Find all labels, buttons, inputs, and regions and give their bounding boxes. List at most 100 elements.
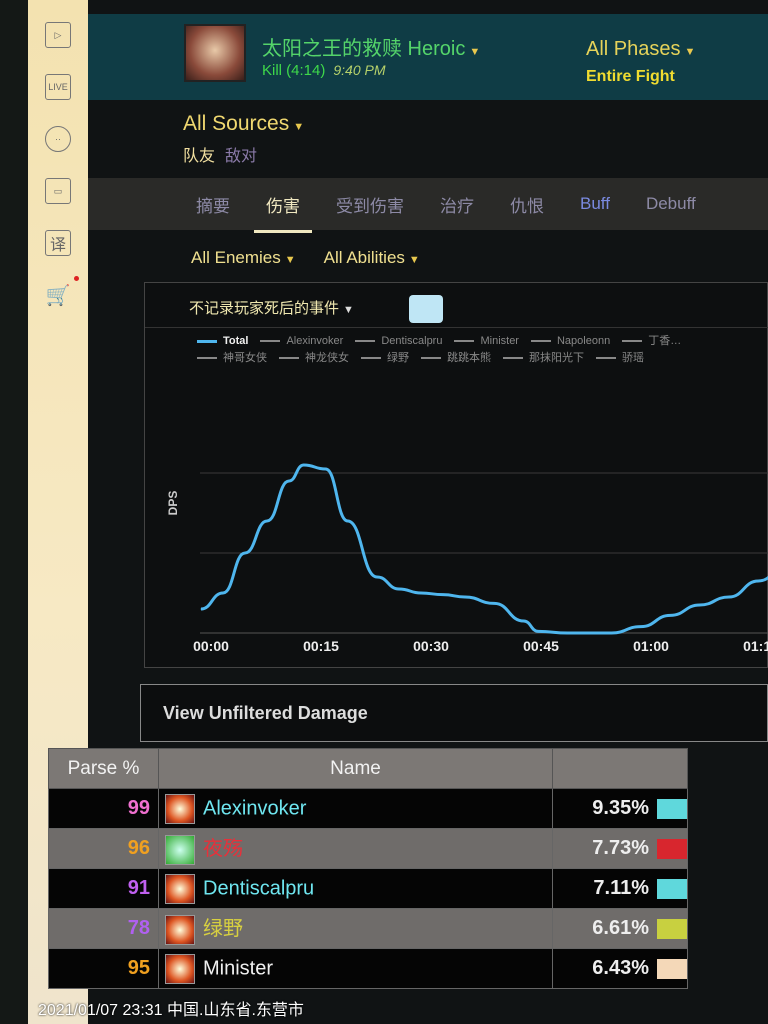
legend-item[interactable]: 跳跳本熊: [421, 350, 491, 367]
video-icon[interactable]: ▷: [45, 22, 71, 48]
legend-item[interactable]: 骄瑶: [596, 350, 644, 367]
legend-item[interactable]: Napoleonn: [530, 333, 610, 350]
data-point[interactable]: [442, 594, 444, 596]
death-filter-dropdown[interactable]: 不记录玩家死后的事件 ▼: [189, 297, 354, 318]
y-axis-label: DPS: [166, 491, 180, 516]
tab-healing[interactable]: 治疗: [440, 196, 474, 216]
data-point[interactable]: [728, 596, 730, 598]
chart-legend: Total Alexinvoker Dentiscalpru Minister Napo…: [197, 333, 767, 367]
legend-item[interactable]: Dentiscalpru: [355, 333, 442, 350]
percent-cell: 7.11%: [552, 868, 688, 909]
data-point[interactable]: [537, 630, 539, 632]
source-selector[interactable]: All Sources ▼: [183, 112, 304, 136]
tab-debuffs[interactable]: Debuff: [645, 194, 696, 213]
data-point[interactable]: [325, 468, 327, 470]
legend-line: [355, 340, 376, 343]
data-point[interactable]: [200, 608, 202, 610]
player-name[interactable]: Minister: [203, 956, 274, 979]
chart-plot: DPS 00:00 00:15 00:30 00:45 01:00 01:15: [166, 463, 768, 654]
legend-label: 骄瑶: [622, 352, 644, 364]
data-point[interactable]: [288, 480, 290, 482]
legend-item[interactable]: 那抹阳光下: [503, 350, 584, 367]
player-name[interactable]: 绿野: [203, 918, 243, 941]
damage-bar: [657, 878, 687, 899]
data-point[interactable]: [222, 592, 224, 594]
legend-line: [622, 340, 643, 343]
fight-title: 太阳之王的救赎 Heroic: [262, 38, 466, 60]
tab-damage-taken[interactable]: 受到伤害: [336, 196, 404, 216]
tab-damage-done[interactable]: 伤害: [254, 192, 312, 233]
data-point[interactable]: [523, 620, 525, 622]
data-point[interactable]: [420, 592, 422, 594]
abilities-label: All Abilities: [323, 248, 405, 267]
legend-line: [197, 357, 217, 360]
legend-label: 丁香…: [648, 335, 682, 347]
data-point[interactable]: [398, 588, 400, 590]
player-name[interactable]: Dentiscalpru: [203, 876, 315, 899]
table-row[interactable]: 96 夜殇 7.73%: [48, 828, 688, 869]
abilities-filter[interactable]: All Abilities ▼: [324, 248, 420, 268]
data-point[interactable]: [266, 520, 268, 522]
enemies-filter[interactable]: All Enemies ▼: [191, 248, 296, 268]
cart-icon[interactable]: 🛒: [45, 276, 79, 308]
color-swatch[interactable]: [409, 295, 443, 323]
caret-down-icon: ▼: [284, 254, 296, 266]
data-point[interactable]: [464, 596, 466, 598]
tab-summary[interactable]: 摘要: [196, 196, 230, 216]
data-point[interactable]: [611, 632, 613, 634]
friendly-link[interactable]: 队友: [183, 148, 216, 165]
legend-line: [454, 340, 475, 343]
data-point[interactable]: [640, 626, 642, 628]
boss-avatar: [184, 24, 246, 82]
caret-down-icon: ▼: [684, 46, 696, 58]
data-point[interactable]: [303, 464, 305, 466]
data-point[interactable]: [347, 520, 349, 522]
data-point[interactable]: [669, 614, 671, 616]
legend-line: [596, 357, 616, 360]
damage-percent: 6.61%: [592, 917, 649, 939]
header-name[interactable]: Name: [158, 748, 553, 789]
damage-percent: 7.73%: [592, 837, 649, 859]
header-amount[interactable]: [552, 748, 688, 789]
damage-percent: 7.11%: [593, 877, 649, 899]
live-icon[interactable]: LIVE: [45, 74, 71, 100]
fight-selector[interactable]: 太阳之王的救赎 Heroic ▼: [262, 32, 480, 61]
legend-item[interactable]: Total: [197, 333, 248, 350]
damage-percent: 6.43%: [592, 957, 649, 979]
name-cell: Alexinvoker: [158, 788, 553, 829]
legend-item[interactable]: 绿野: [361, 350, 409, 367]
tab-buffs[interactable]: Buff: [580, 194, 610, 213]
data-point[interactable]: [757, 580, 759, 582]
percent-cell: 9.35%: [552, 788, 688, 829]
data-point[interactable]: [376, 576, 378, 578]
caret-down-icon: ▼: [293, 121, 305, 133]
legend-item[interactable]: 神龙侠女: [279, 350, 349, 367]
tab-threat[interactable]: 仇恨: [510, 196, 544, 216]
data-point[interactable]: [493, 602, 495, 604]
table-row[interactable]: 91 Dentiscalpru 7.11%: [48, 868, 688, 909]
table-row[interactable]: 95 Minister 6.43%: [48, 948, 688, 989]
parse-cell: 99: [48, 788, 159, 829]
translate-icon[interactable]: 译: [45, 230, 71, 256]
legend-item[interactable]: Minister: [454, 333, 519, 350]
legend-item[interactable]: 丁香…: [622, 333, 681, 350]
chat-icon[interactable]: ··: [45, 126, 71, 152]
view-unfiltered-damage-button[interactable]: View Unfiltered Damage: [140, 684, 768, 742]
x-tick-label: 01:00: [633, 638, 669, 654]
briefcase-icon[interactable]: ▭: [45, 178, 71, 204]
data-point[interactable]: [244, 552, 246, 554]
legend-item[interactable]: Alexinvoker: [260, 333, 343, 350]
legend-line: [361, 357, 381, 360]
hostile-link[interactable]: 敌对: [225, 148, 258, 165]
phase-selector[interactable]: All Phases ▼: [586, 38, 695, 61]
legend-label: 神哥女侠: [223, 352, 267, 364]
data-point[interactable]: [699, 604, 701, 606]
legend-item[interactable]: 神哥女侠: [197, 350, 267, 367]
data-point[interactable]: [567, 632, 569, 634]
player-name[interactable]: 夜殇: [203, 838, 243, 861]
legend-label: Alexinvoker: [286, 335, 344, 347]
player-name[interactable]: Alexinvoker: [203, 796, 307, 819]
table-row[interactable]: 99 Alexinvoker 9.35%: [48, 788, 688, 829]
table-row[interactable]: 78 绿野 6.61%: [48, 908, 688, 949]
header-parse[interactable]: Parse %: [48, 748, 159, 789]
